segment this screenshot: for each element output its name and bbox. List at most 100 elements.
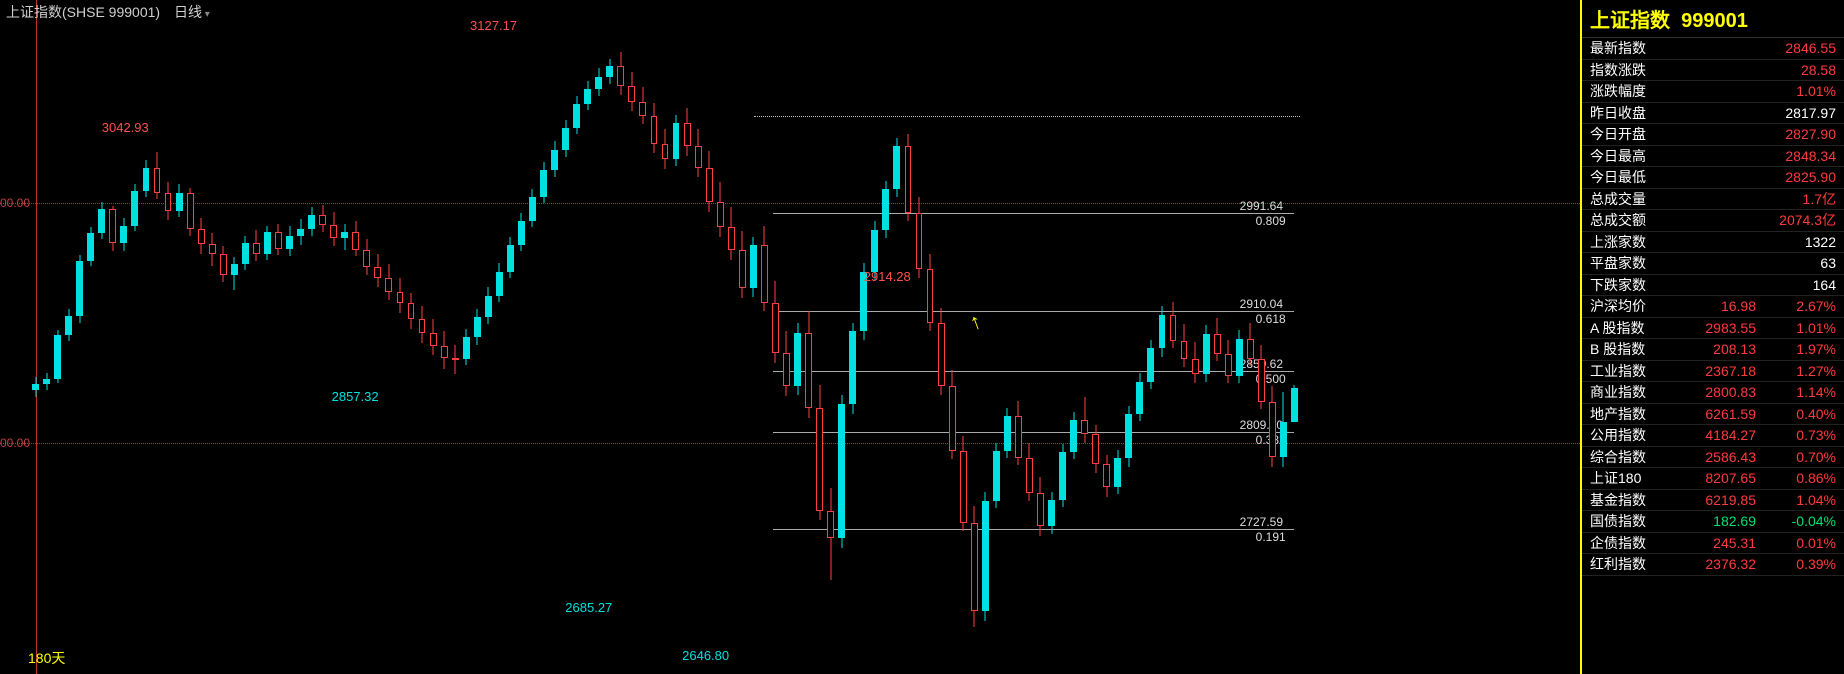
- candle[interactable]: [639, 87, 646, 124]
- candle[interactable]: [1092, 425, 1099, 473]
- side-row[interactable]: 工业指数2367.181.27%: [1582, 361, 1844, 383]
- side-row[interactable]: 上涨家数1322: [1582, 232, 1844, 254]
- period-dropdown[interactable]: 日线: [174, 4, 210, 20]
- candle[interactable]: [408, 293, 415, 329]
- candle[interactable]: [717, 182, 724, 237]
- candle[interactable]: [551, 141, 558, 177]
- candle[interactable]: [684, 108, 691, 156]
- candle[interactable]: [1291, 385, 1298, 413]
- candle[interactable]: [1280, 392, 1287, 466]
- candle[interactable]: [1059, 444, 1066, 507]
- side-row[interactable]: B 股指数208.131.97%: [1582, 339, 1844, 361]
- candle[interactable]: [827, 488, 834, 580]
- candle[interactable]: [87, 227, 94, 265]
- chart-area[interactable]: 上证指数(SHSE 999001) 日线 180天 ↑ 00.0000.0029…: [0, 0, 1580, 674]
- side-row[interactable]: 涨跌幅度1.01%: [1582, 81, 1844, 103]
- candle[interactable]: [882, 181, 889, 238]
- side-row[interactable]: 上证1808207.650.86%: [1582, 468, 1844, 490]
- candle[interactable]: [1181, 324, 1188, 367]
- candle[interactable]: [662, 129, 669, 168]
- candle[interactable]: [1103, 455, 1110, 497]
- candle[interactable]: [573, 96, 580, 134]
- candle[interactable]: [1048, 492, 1055, 534]
- candle[interactable]: [176, 184, 183, 216]
- candle[interactable]: [695, 129, 702, 177]
- candle[interactable]: [949, 370, 956, 460]
- candle[interactable]: [1214, 318, 1221, 361]
- side-row[interactable]: 公用指数4184.270.73%: [1582, 425, 1844, 447]
- candle[interactable]: [849, 323, 856, 414]
- side-row[interactable]: 地产指数6261.590.40%: [1582, 404, 1844, 426]
- candle[interactable]: [286, 226, 293, 256]
- side-row[interactable]: 沪深均价16.982.67%: [1582, 296, 1844, 318]
- candle[interactable]: [242, 236, 249, 271]
- side-row[interactable]: 平盘家数63: [1582, 253, 1844, 275]
- side-row[interactable]: 今日最低2825.90: [1582, 167, 1844, 189]
- candle[interactable]: [706, 151, 713, 212]
- side-row[interactable]: A 股指数2983.551.01%: [1582, 318, 1844, 340]
- side-row[interactable]: 综合指数2586.430.70%: [1582, 447, 1844, 469]
- candle[interactable]: [1170, 302, 1177, 349]
- candle[interactable]: [397, 278, 404, 314]
- candle[interactable]: [43, 373, 50, 390]
- side-row[interactable]: 今日开盘2827.90: [1582, 124, 1844, 146]
- side-row[interactable]: 最新指数2846.55: [1582, 38, 1844, 60]
- side-row[interactable]: 红利指数2376.320.39%: [1582, 554, 1844, 576]
- candle[interactable]: [220, 246, 227, 282]
- candle[interactable]: [562, 120, 569, 157]
- candle[interactable]: [982, 492, 989, 621]
- side-row[interactable]: 企债指数245.310.01%: [1582, 533, 1844, 555]
- candle[interactable]: [430, 319, 437, 355]
- candle[interactable]: [1114, 450, 1121, 494]
- candle[interactable]: [893, 138, 900, 198]
- candle[interactable]: [1026, 443, 1033, 502]
- candle[interactable]: [783, 331, 790, 396]
- candle[interactable]: [32, 377, 39, 397]
- candle[interactable]: [264, 226, 271, 259]
- candle[interactable]: [617, 52, 624, 95]
- candle[interactable]: [187, 188, 194, 236]
- side-row[interactable]: 昨日收盘2817.97: [1582, 103, 1844, 125]
- candle[interactable]: [971, 506, 978, 627]
- side-row[interactable]: 今日最高2848.34: [1582, 146, 1844, 168]
- candle[interactable]: [540, 162, 547, 204]
- candle[interactable]: [363, 239, 370, 275]
- candle[interactable]: [143, 160, 150, 197]
- candle[interactable]: [1203, 325, 1210, 381]
- candle[interactable]: [518, 213, 525, 251]
- candle[interactable]: [165, 182, 172, 220]
- candle[interactable]: [231, 257, 238, 289]
- candle[interactable]: [1125, 406, 1132, 467]
- candle[interactable]: [816, 385, 823, 520]
- candle[interactable]: [1037, 477, 1044, 536]
- candle[interactable]: [1015, 401, 1022, 466]
- candle[interactable]: [905, 134, 912, 221]
- candle[interactable]: [1004, 408, 1011, 458]
- candle[interactable]: [993, 443, 1000, 509]
- candle[interactable]: [584, 81, 591, 110]
- candle[interactable]: [374, 254, 381, 287]
- candle[interactable]: [529, 189, 536, 227]
- candle[interactable]: [98, 202, 105, 239]
- candle[interactable]: [65, 309, 72, 341]
- candle[interactable]: [1225, 340, 1232, 383]
- candle[interactable]: [1258, 345, 1265, 410]
- side-row[interactable]: 指数涨跌28.58: [1582, 60, 1844, 82]
- candle[interactable]: [154, 152, 161, 199]
- candle[interactable]: [728, 207, 735, 260]
- candle[interactable]: [209, 233, 216, 265]
- candle[interactable]: [838, 395, 845, 548]
- candle[interactable]: [341, 224, 348, 250]
- side-row[interactable]: 国债指数182.69-0.04%: [1582, 511, 1844, 533]
- candle[interactable]: [76, 255, 83, 323]
- candle[interactable]: [772, 281, 779, 362]
- candle[interactable]: [385, 264, 392, 300]
- candle[interactable]: [938, 308, 945, 395]
- side-row[interactable]: 总成交额2074.3亿: [1582, 210, 1844, 232]
- candle[interactable]: [927, 254, 934, 332]
- candle[interactable]: [1070, 412, 1077, 460]
- candle[interactable]: [463, 329, 470, 365]
- candle[interactable]: [750, 237, 757, 297]
- candle[interactable]: [507, 237, 514, 278]
- candle[interactable]: [628, 72, 635, 111]
